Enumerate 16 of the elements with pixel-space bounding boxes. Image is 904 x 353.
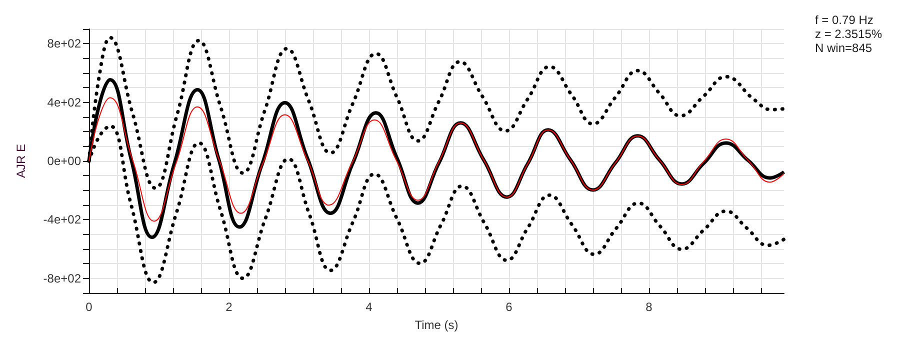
- text: N win=845: [815, 41, 872, 55]
- text: f = 0.79 Hz: [815, 13, 874, 27]
- y-tick-label: -8e+02: [43, 271, 82, 286]
- y-tick-label: -4e+02: [43, 212, 82, 227]
- x-tick-label: 4: [366, 300, 373, 314]
- y-axis-title: AJR E: [14, 144, 28, 178]
- x-tick-label: 6: [506, 300, 513, 314]
- x-axis-title: Time (s): [414, 318, 458, 332]
- y-tick-label: 8e+02: [47, 36, 82, 51]
- line-series: [88, 97, 784, 222]
- y-tick-label: 4e+02: [47, 95, 82, 110]
- x-tick-label: 2: [226, 300, 233, 314]
- x-tick-label: 8: [646, 300, 653, 314]
- x-tick-label: 0: [86, 300, 93, 314]
- y-tick-label: 0e+00: [47, 154, 82, 168]
- text: z = 2.3515%: [815, 27, 882, 41]
